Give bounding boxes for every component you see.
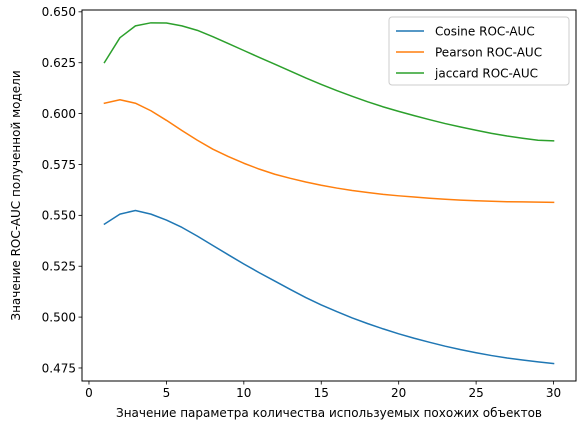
legend-label: Pearson ROC-AUC (435, 45, 542, 59)
series-layer (103, 22, 555, 365)
x-axis-label: Значение параметра количества используем… (116, 406, 542, 420)
series-line-1 (103, 99, 555, 204)
y-tick-label: 0.650 (42, 5, 76, 19)
y-axis-label: Значение ROC-AUC полученной модели (9, 70, 23, 320)
x-tick-label: 15 (314, 386, 329, 400)
x-tick-label: 25 (468, 386, 483, 400)
y-tick-label: 0.625 (42, 56, 76, 70)
y-axis-ticks: 0.475 0.500 0.525 0.550 0.575 0.600 0.625 0.650 (42, 5, 82, 375)
legend-label: jaccard ROC-AUC (434, 66, 538, 80)
y-tick-label: 0.475 (42, 361, 76, 375)
y-tick-label: 0.575 (42, 158, 76, 172)
x-tick-label: 0 (85, 386, 93, 400)
x-tick-label: 20 (391, 386, 406, 400)
plot-frame (81, 9, 577, 382)
series-line-0 (103, 209, 555, 365)
x-axis-ticks: 0 5 10 15 20 25 30 (85, 381, 561, 400)
x-tick-label: 10 (236, 386, 251, 400)
y-tick-label: 0.500 (42, 310, 76, 324)
legend-label: Cosine ROC-AUC (435, 24, 535, 38)
y-tick-label: 0.600 (42, 107, 76, 121)
legend-box (388, 16, 570, 86)
legend: Cosine ROC-AUC Pearson ROC-AUC jaccard ROC… (388, 16, 570, 86)
y-tick-label: 0.550 (42, 209, 76, 223)
x-tick-label: 30 (546, 386, 561, 400)
x-tick-label: 5 (163, 386, 171, 400)
y-tick-label: 0.525 (42, 260, 76, 274)
series-line-2 (103, 22, 555, 142)
